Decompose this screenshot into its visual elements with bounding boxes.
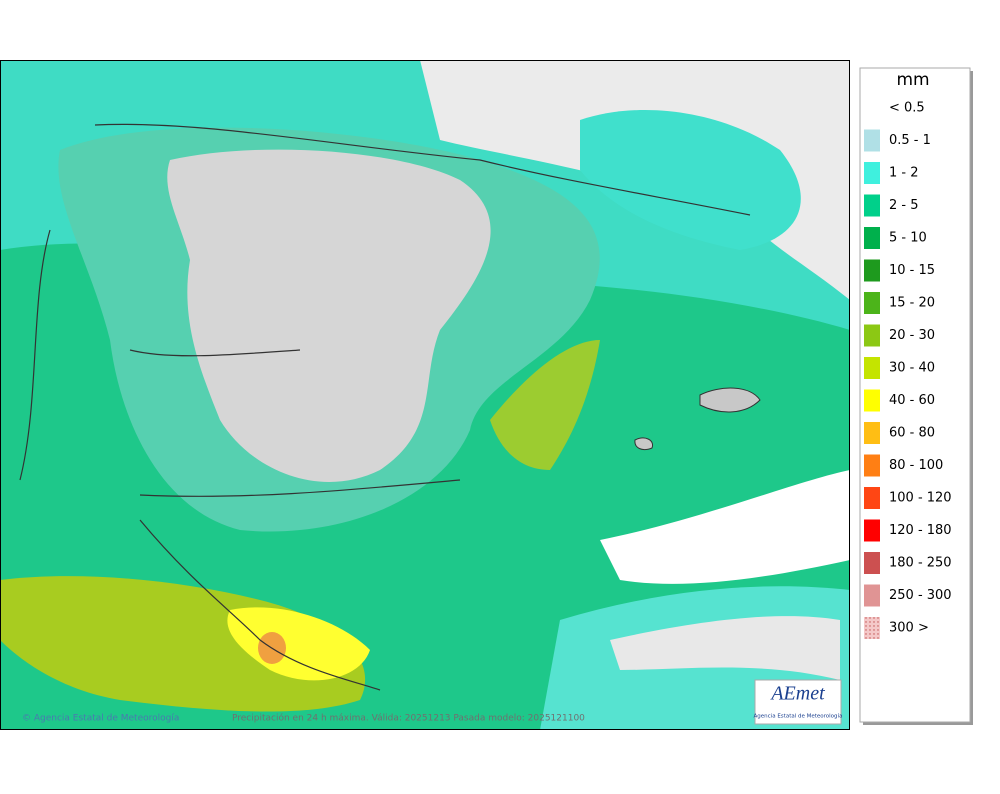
legend-title: mm: [896, 70, 929, 90]
legend-label: 100 - 120: [889, 491, 952, 506]
legend-swatch: [864, 584, 880, 607]
legend-label: 0.5 - 1: [889, 133, 931, 148]
legend-label: 40 - 60: [889, 393, 935, 408]
logo-subtitle: Agencia Estatal de Meteorología: [754, 713, 843, 720]
ibiza: [634, 437, 654, 451]
logo: [754, 679, 842, 725]
legend-label: 180 - 250: [889, 556, 952, 571]
precip-max: [227, 607, 370, 681]
legend-swatch: [864, 617, 880, 639]
legend-label: 80 - 100: [889, 458, 943, 473]
legend-swatch: [864, 227, 880, 249]
mallorca: [699, 387, 761, 413]
legend-label: 15 - 20: [889, 296, 935, 311]
legend-swatch: [864, 292, 880, 314]
legend-items: < 0.5 0.5 - 1 1 - 2 2 - 5 5 - 10 10 - 15 15 - …: [864, 101, 952, 639]
logo-name: AEmet: [769, 683, 825, 705]
coastline: [19, 229, 381, 691]
legend-swatch: [864, 162, 880, 184]
legend-label: 1 - 2: [889, 166, 919, 181]
legend-label: 30 - 40: [889, 361, 935, 376]
credit: © Agencia Estatal de Meteorología: [22, 714, 179, 724]
legend-swatch: [864, 519, 880, 542]
legend-swatch: [864, 487, 880, 509]
map: © Agencia Estatal de Meteorología Precip…: [0, 60, 850, 730]
legend-swatch: [864, 194, 880, 217]
legend-label: 2 - 5: [889, 198, 919, 213]
legend-swatch: [864, 129, 880, 152]
legend-swatch: [864, 259, 880, 282]
legend-label: 250 - 300: [889, 588, 952, 603]
legend-label: 60 - 80: [889, 426, 935, 441]
legend-swatch: [864, 324, 880, 347]
legend-label: 5 - 10: [889, 231, 927, 246]
precip-area: [580, 110, 801, 250]
legend-swatch: [864, 422, 880, 444]
africa-dry: [610, 616, 840, 680]
legend-label: < 0.5: [889, 101, 925, 116]
dry-interior: [167, 149, 491, 482]
caption: Precipitación en 24 h máxima. Válida: 20…: [232, 713, 585, 724]
borders: [94, 123, 751, 497]
map-frame: [0, 60, 850, 730]
legend-swatch: [864, 552, 880, 574]
legend-swatch: [864, 454, 880, 477]
legend-label: 300 >: [889, 621, 929, 636]
legend-swatch: [864, 357, 880, 379]
precip-area: [490, 340, 600, 470]
legend-swatch: [864, 389, 880, 412]
legend-label: 20 - 30: [889, 328, 935, 343]
legend-label: 10 - 15: [889, 263, 935, 278]
legend-label: 120 - 180: [889, 523, 952, 538]
sea-clear: [600, 470, 850, 584]
